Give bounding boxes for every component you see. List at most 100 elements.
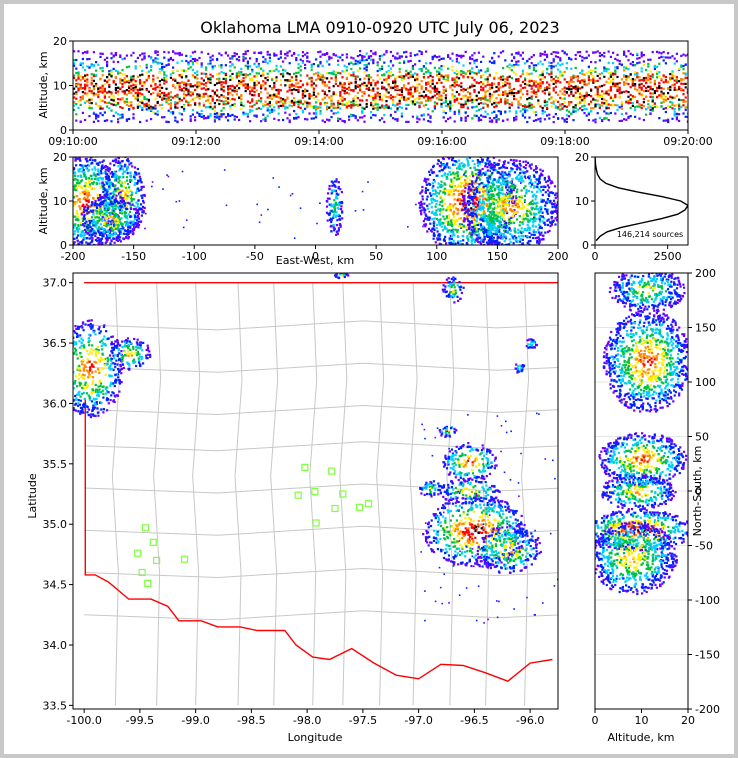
time-density-cell xyxy=(678,113,681,116)
ew-density-cell xyxy=(109,220,113,223)
ew-density-cell xyxy=(115,215,119,218)
time-density-cell xyxy=(438,55,441,58)
time-density-cell xyxy=(246,87,249,91)
time-density-cell xyxy=(326,71,329,75)
time-density-cell xyxy=(469,99,472,102)
time-density-cell xyxy=(334,54,337,57)
time-density-cell xyxy=(570,84,573,87)
ew-density-cell xyxy=(90,177,93,181)
time-density-cell xyxy=(117,70,120,73)
time-density-cell xyxy=(202,72,205,75)
ew-density-cell xyxy=(94,225,97,228)
time-density-cell xyxy=(563,120,566,123)
time-density-cell xyxy=(440,57,443,60)
time-density-cell xyxy=(482,81,485,84)
ew-density-cell xyxy=(91,202,94,205)
time-density-cell xyxy=(330,77,333,80)
time-density-cell xyxy=(277,96,280,99)
time-density-cell xyxy=(609,87,612,91)
time-density-cell xyxy=(378,77,381,80)
time-density-cell xyxy=(178,97,181,100)
time-density-cell xyxy=(400,96,403,99)
ew-density-cell xyxy=(133,175,136,179)
time-density-cell xyxy=(488,83,491,86)
ew-density-cell xyxy=(102,202,105,205)
ew-density-cell xyxy=(102,159,105,162)
time-density-cell xyxy=(315,58,318,61)
time-density-cell xyxy=(315,107,318,110)
time-density-cell xyxy=(414,86,417,89)
ew-density-cell xyxy=(135,225,138,228)
time-density-cell xyxy=(339,94,342,97)
time-density-cell xyxy=(517,79,520,83)
time-density-cell xyxy=(447,103,450,106)
time-density-cell xyxy=(506,78,509,81)
time-density-cell xyxy=(185,54,188,57)
time-density-cell xyxy=(583,99,586,102)
time-density-cell xyxy=(290,105,293,108)
time-density-cell xyxy=(607,93,610,96)
ew-density-cell xyxy=(103,183,106,186)
ew-density-cell xyxy=(63,181,65,183)
time-density-cell xyxy=(361,106,364,109)
time-density-cell xyxy=(86,81,89,84)
time-density-cell xyxy=(517,60,520,63)
ew-density-cell xyxy=(77,223,80,227)
ew-density-cell xyxy=(96,220,99,223)
time-density-cell xyxy=(365,105,368,108)
time-density-cell xyxy=(147,100,150,103)
time-density-cell xyxy=(420,101,423,104)
time-density-cell xyxy=(372,87,375,90)
ew-density-cell xyxy=(58,224,60,226)
time-density-cell xyxy=(605,106,608,109)
time-density-cell xyxy=(275,54,278,57)
time-density-cell xyxy=(286,51,289,54)
time-density-cell xyxy=(502,93,505,96)
time-density-cell xyxy=(187,79,190,82)
time-density-cell xyxy=(636,88,639,92)
ew-density-cell xyxy=(96,203,99,206)
time-density-cell xyxy=(134,80,137,83)
time-density-cell xyxy=(242,104,245,107)
time-density-cell xyxy=(546,72,549,75)
time-density-cell xyxy=(427,69,430,72)
time-density-cell xyxy=(194,103,197,106)
time-density-cell xyxy=(579,107,582,110)
time-density-cell xyxy=(77,100,80,103)
time-density-cell xyxy=(222,81,225,84)
time-density-cell xyxy=(319,60,322,64)
time-density-cell xyxy=(609,79,612,82)
time-density-cell xyxy=(84,92,87,95)
time-density-cell xyxy=(249,77,252,80)
time-density-cell xyxy=(341,99,344,102)
ew-density-cell xyxy=(85,225,89,228)
time-density-cell xyxy=(675,118,678,121)
time-density-cell xyxy=(392,95,395,99)
time-density-cell xyxy=(510,91,513,94)
ew-density-cell xyxy=(99,233,102,236)
time-density-cell xyxy=(675,76,678,79)
time-density-cell xyxy=(216,82,219,85)
time-density-cell xyxy=(165,87,168,90)
time-density-cell xyxy=(119,87,122,90)
time-density-cell xyxy=(506,94,509,98)
time-density-cell xyxy=(196,74,199,77)
time-density-cell xyxy=(658,94,661,97)
time-density-cell xyxy=(557,106,560,109)
time-density-cell xyxy=(141,58,144,61)
time-density-cell xyxy=(350,104,353,107)
time-density-cell xyxy=(510,104,513,107)
time-density-cell xyxy=(255,72,258,75)
time-density-cell xyxy=(114,89,117,92)
time-density-cell xyxy=(513,118,516,121)
time-density-cell xyxy=(458,112,461,115)
time-density-cell xyxy=(594,99,597,102)
ew-density-cell xyxy=(108,186,112,189)
time-density-cell xyxy=(524,78,527,82)
time-density-cell xyxy=(682,53,685,56)
time-density-cell xyxy=(453,100,456,103)
time-density-cell xyxy=(451,84,454,87)
time-density-cell xyxy=(156,92,159,95)
time-density-cell xyxy=(581,94,584,97)
time-density-cell xyxy=(187,88,190,91)
